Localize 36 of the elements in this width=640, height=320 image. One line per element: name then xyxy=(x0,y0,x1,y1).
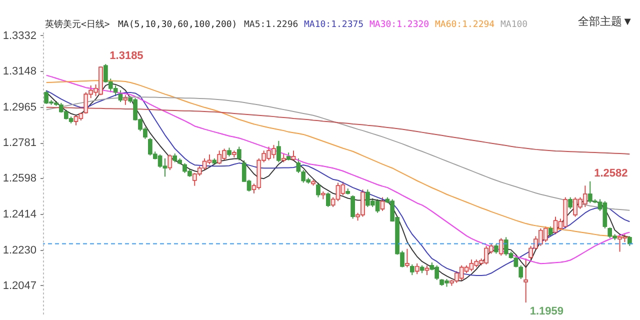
annotation: 1.1959 xyxy=(530,306,564,318)
chart-subtitle: MA(5,10,30,60,100,200) xyxy=(118,20,238,30)
text: 全部主题▼ xyxy=(578,15,633,28)
candlestick xyxy=(524,258,528,304)
text: MA5:1.2296 xyxy=(244,20,298,30)
y-tick-label: 1.3148 xyxy=(2,66,36,78)
y-tick-label: 1.2047 xyxy=(2,280,36,292)
candlestick xyxy=(499,238,504,256)
y-tick-label: 1.3332 xyxy=(2,30,36,42)
y-tick-label: 1.2965 xyxy=(2,101,36,114)
candlestick xyxy=(514,256,518,268)
candlestick xyxy=(568,196,572,210)
candlestick xyxy=(296,158,301,174)
candlestick xyxy=(414,262,420,275)
text: MA30:1.2320 xyxy=(370,20,430,30)
candlestick xyxy=(405,248,410,268)
y-tick-label: 1.2781 xyxy=(2,137,36,150)
annotation: 1.2582 xyxy=(594,167,628,180)
candlestick xyxy=(410,264,414,276)
y-tick-label: 1.2598 xyxy=(2,172,36,185)
candlestick xyxy=(424,264,430,276)
candlestick xyxy=(123,94,128,106)
candlestick xyxy=(118,90,123,102)
candlestick xyxy=(276,140,281,163)
chart-title: 英镑美元<日线> xyxy=(45,19,110,30)
candlestick xyxy=(628,236,632,246)
candlestick xyxy=(494,243,498,254)
text: MA60:1.2294 xyxy=(435,20,495,30)
y-tick-label: 1.2230 xyxy=(2,244,36,256)
candlestick xyxy=(237,146,242,161)
y-tick-label: 1.2414 xyxy=(2,208,36,221)
text: MA10:1.2375 xyxy=(304,20,364,30)
text: MA100 xyxy=(500,20,528,30)
annotation: 1.3185 xyxy=(110,50,144,62)
candlestick xyxy=(548,226,553,237)
candlestick xyxy=(380,196,385,212)
